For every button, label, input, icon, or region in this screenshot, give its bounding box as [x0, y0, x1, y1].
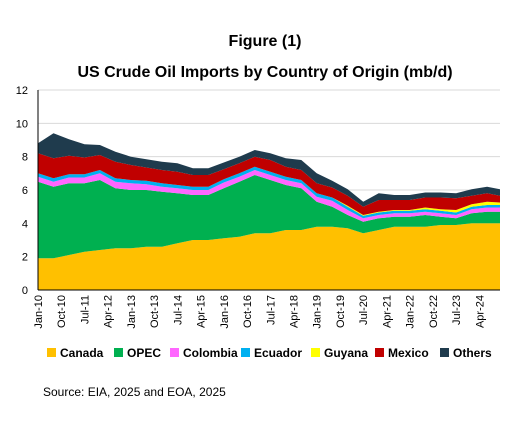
- chart-title: US Crude Oil Imports by Country of Origi…: [77, 64, 453, 81]
- legend-swatch-canada: [47, 348, 56, 357]
- legend-swatch-opec: [114, 348, 123, 357]
- x-tick-label: Jan-13: [126, 295, 138, 329]
- legend-label-others: Others: [453, 346, 492, 360]
- series-area-ecuador: [38, 166, 500, 219]
- x-tick-label: Jul-17: [265, 295, 277, 325]
- y-tick-label: 2: [22, 252, 28, 264]
- x-tick-label: Jul-20: [358, 295, 370, 325]
- legend-swatch-guyana: [311, 348, 320, 357]
- x-tick-label: Apr-21: [381, 295, 393, 328]
- x-tick-label: Apr-24: [474, 295, 486, 328]
- x-tick-label: Jul-14: [172, 295, 184, 325]
- y-tick-label: 4: [22, 218, 28, 230]
- series-area-mexico: [38, 153, 500, 215]
- x-tick-label: Jan-22: [405, 295, 417, 329]
- y-tick-label: 0: [22, 285, 28, 297]
- figure-label: Figure (1): [228, 33, 302, 50]
- x-tick-label: Jan-16: [219, 295, 231, 329]
- source-note: Source: EIA, 2025 and EOA, 2025: [43, 385, 226, 399]
- legend-swatch-ecuador: [241, 348, 250, 357]
- x-tick-label: Jan-10: [33, 295, 45, 329]
- x-tick-label: Oct-22: [428, 295, 440, 328]
- y-tick-label: 10: [16, 118, 28, 130]
- y-tick-label: 8: [22, 152, 28, 164]
- y-tick-label: 6: [22, 185, 28, 197]
- x-tick-label: Jul-23: [451, 295, 463, 325]
- x-tick-label: Oct-19: [335, 295, 347, 328]
- legend-label-ecuador: Ecuador: [254, 346, 302, 360]
- legend-label-colombia: Colombia: [183, 346, 238, 360]
- legend-label-opec: OPEC: [127, 346, 161, 360]
- x-tick-label: Apr-12: [103, 295, 115, 328]
- x-tick-label: Apr-18: [289, 295, 301, 328]
- legend-label-guyana: Guyana: [324, 346, 368, 360]
- x-tick-label: Oct-13: [149, 295, 161, 328]
- series-area-colombia: [38, 170, 500, 222]
- series-area-guyana: [38, 166, 500, 216]
- x-tick-label: Jan-19: [312, 295, 324, 329]
- x-tick-label: Oct-16: [242, 295, 254, 328]
- legend-swatch-colombia: [170, 348, 179, 357]
- series-area-canada: [38, 223, 500, 290]
- x-tick-label: Jul-11: [79, 295, 91, 324]
- y-tick-label: 12: [16, 85, 28, 97]
- legend-label-mexico: Mexico: [388, 346, 429, 360]
- series-area-opec: [38, 175, 500, 259]
- legend-swatch-others: [440, 348, 449, 357]
- x-tick-label: Oct-10: [56, 295, 68, 328]
- x-tick-label: Apr-15: [196, 295, 208, 328]
- legend-label-canada: Canada: [60, 346, 104, 360]
- legend-swatch-mexico: [375, 348, 384, 357]
